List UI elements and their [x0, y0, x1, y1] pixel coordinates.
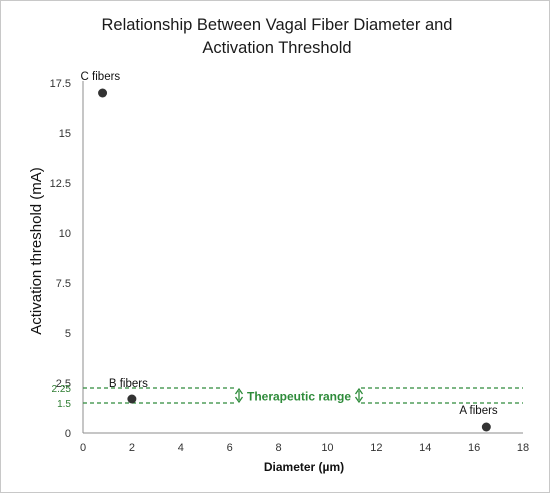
y-tick-label: 10	[59, 228, 71, 240]
x-tick-label: 6	[227, 442, 233, 454]
x-tick-label: 18	[517, 442, 529, 454]
x-tick-label: 14	[419, 442, 431, 454]
axes: 0 2 4 6 8 10 12 14 16 18 0 2.5 5 7.5 10 12.5 15 17.5	[50, 78, 530, 454]
x-tick-label: 12	[370, 442, 382, 454]
data-point-marker	[481, 422, 491, 432]
data-point-label: A fibers	[459, 405, 498, 417]
y-tick-label: 17.5	[50, 78, 71, 90]
range-arrow-right-head-down	[354, 396, 364, 404]
range-arrow-left-head-up	[234, 387, 244, 395]
y-tick-label: 5	[65, 328, 71, 340]
x-tick-label: 8	[275, 442, 281, 454]
x-tick-label: 0	[80, 442, 86, 454]
x-tick-label: 4	[178, 442, 184, 454]
y-tick-label: 7.5	[56, 278, 71, 290]
y-tick-label: 0	[65, 428, 71, 440]
therapeutic-range: 2.25 1.5 Therapeutic range	[52, 384, 523, 410]
x-tick-label: 10	[321, 442, 333, 454]
x-tick-label: 16	[468, 442, 480, 454]
range-high-tick-label: 2.25	[52, 384, 72, 395]
range-low-tick-label: 1.5	[57, 399, 71, 410]
range-label: Therapeutic range	[247, 390, 351, 404]
y-tick-label: 12.5	[50, 178, 71, 190]
data-point-marker	[127, 394, 137, 404]
y-tick-label: 2.5	[56, 378, 71, 390]
chart-title-line-1: Relationship Between Vagal Fiber Diamete…	[102, 16, 453, 34]
y-tick-label: 15	[59, 128, 71, 140]
data-point-marker	[98, 88, 108, 98]
x-axis-label: Diameter (µm)	[264, 460, 344, 474]
y-axis-label: Activation threshold (mA)	[28, 167, 45, 335]
data-point-label: B fibers	[109, 378, 148, 390]
range-arrow-left-head-down	[234, 396, 244, 404]
range-arrow-right-head-up	[354, 387, 364, 395]
data-point-label: C fibers	[81, 71, 121, 83]
data-points: C fibers B fibers A fibers	[81, 71, 498, 432]
chart-title-line-2: Activation Threshold	[202, 39, 351, 57]
x-tick-label: 2	[129, 442, 135, 454]
